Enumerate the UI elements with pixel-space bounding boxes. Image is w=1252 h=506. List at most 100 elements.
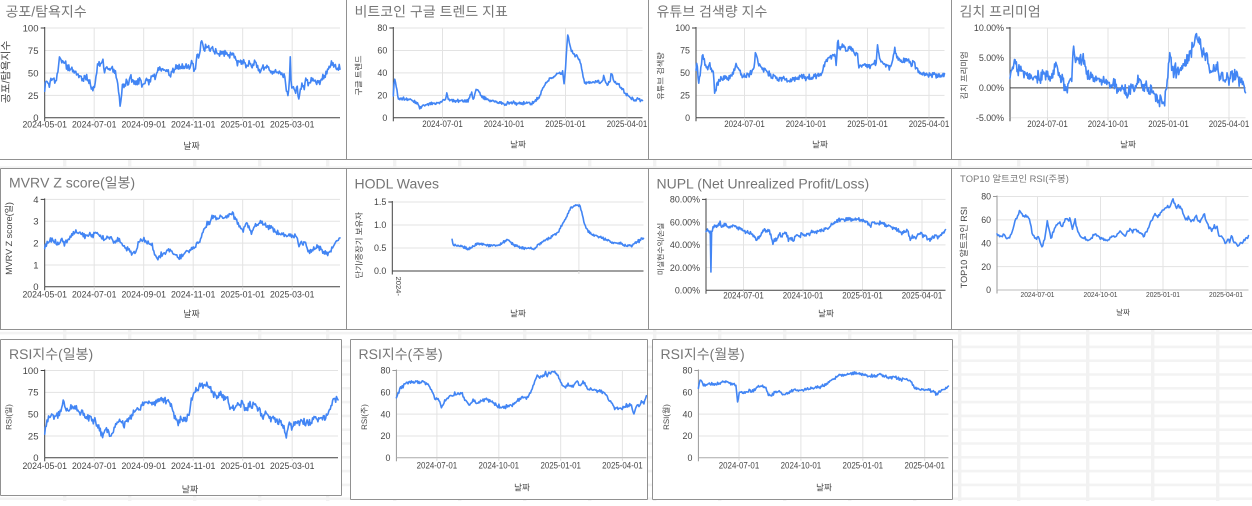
svg-text:2024-10-01: 2024-10-01 <box>1088 119 1129 129</box>
svg-text:2024-07-01: 2024-07-01 <box>422 119 463 129</box>
svg-text:2025-01-01: 2025-01-01 <box>545 119 586 129</box>
svg-text:20: 20 <box>381 431 391 441</box>
svg-text:0: 0 <box>33 453 38 464</box>
svg-text:20: 20 <box>981 262 991 272</box>
svg-text:60: 60 <box>683 388 693 398</box>
svg-text:NUPL (Net Unrealized Profit/Lo: NUPL (Net Unrealized Profit/Loss) <box>657 176 870 192</box>
svg-text:2025-01-01: 2025-01-01 <box>847 119 888 129</box>
svg-text:2024-07-01: 2024-07-01 <box>724 119 765 129</box>
svg-text:2024-07-01: 2024-07-01 <box>723 291 764 301</box>
svg-text:2024-05-01: 2024-05-01 <box>22 289 67 299</box>
svg-text:0: 0 <box>33 282 38 293</box>
svg-text:80: 80 <box>381 366 391 376</box>
svg-text:25: 25 <box>28 91 39 102</box>
svg-text:80: 80 <box>377 23 387 33</box>
svg-text:2024-05-01: 2024-05-01 <box>22 461 67 471</box>
svg-text:50: 50 <box>680 68 690 78</box>
svg-text:2025-04-01: 2025-04-01 <box>1209 290 1243 299</box>
svg-text:2025-04-01: 2025-04-01 <box>902 291 943 301</box>
svg-text:80: 80 <box>981 192 991 202</box>
svg-text:2024-07-01: 2024-07-01 <box>72 289 117 299</box>
svg-text:2024-07-01: 2024-07-01 <box>1027 119 1068 129</box>
svg-text:2025-01-01: 2025-01-01 <box>842 291 883 301</box>
svg-text:60: 60 <box>981 215 991 225</box>
svg-text:2024-09-01: 2024-09-01 <box>121 461 166 471</box>
svg-text:1.5: 1.5 <box>374 197 386 207</box>
svg-text:2025-01-01: 2025-01-01 <box>1146 290 1180 299</box>
svg-text:0: 0 <box>986 285 991 295</box>
svg-text:80: 80 <box>683 366 693 376</box>
svg-text:20: 20 <box>683 431 693 441</box>
svg-text:2024-10-01: 2024-10-01 <box>479 461 520 471</box>
svg-text:2024-09-01: 2024-09-01 <box>121 289 166 299</box>
svg-text:50: 50 <box>28 410 39 421</box>
svg-text:40: 40 <box>981 238 991 248</box>
svg-text:2024-10-01: 2024-10-01 <box>781 461 822 471</box>
svg-text:100: 100 <box>675 23 690 33</box>
svg-text:2025-04-01: 2025-04-01 <box>904 461 945 471</box>
svg-text:80.00%: 80.00% <box>670 195 700 205</box>
svg-text:2024-09-01: 2024-09-01 <box>121 119 166 129</box>
svg-text:2025-04-01: 2025-04-01 <box>607 119 648 129</box>
svg-text:2025-01-01: 2025-01-01 <box>220 461 265 471</box>
svg-text:2025-04-01: 2025-04-01 <box>602 461 643 471</box>
svg-text:0: 0 <box>687 453 692 463</box>
svg-text:2025-01-01: 2025-01-01 <box>220 289 265 299</box>
svg-text:2024-: 2024- <box>394 277 403 297</box>
svg-text:2025-01-01: 2025-01-01 <box>220 119 265 129</box>
svg-text:3: 3 <box>33 217 38 228</box>
svg-text:75: 75 <box>28 46 39 57</box>
svg-text:HODL Waves: HODL Waves <box>355 176 440 192</box>
svg-text:1.0: 1.0 <box>374 220 386 230</box>
svg-text:-5.00%: -5.00% <box>976 113 1004 123</box>
svg-text:60: 60 <box>377 46 387 56</box>
svg-text:2025-01-01: 2025-01-01 <box>843 461 884 471</box>
svg-text:25: 25 <box>28 431 39 442</box>
svg-text:2025-03-01: 2025-03-01 <box>270 119 315 129</box>
svg-text:2025-04-01: 2025-04-01 <box>909 119 950 129</box>
svg-text:2: 2 <box>33 239 38 250</box>
svg-text:10.00%: 10.00% <box>974 23 1004 33</box>
svg-text:75: 75 <box>28 388 39 399</box>
svg-text:60: 60 <box>381 388 391 398</box>
svg-text:2024-07-01: 2024-07-01 <box>719 461 760 471</box>
svg-text:0.00%: 0.00% <box>979 83 1004 93</box>
svg-text:100: 100 <box>23 23 39 34</box>
svg-text:2024-10-01: 2024-10-01 <box>484 119 525 129</box>
svg-text:2024-10-01: 2024-10-01 <box>786 119 827 129</box>
svg-text:50: 50 <box>28 68 39 79</box>
svg-text:2025-03-01: 2025-03-01 <box>270 289 315 299</box>
svg-text:2024-11-01: 2024-11-01 <box>171 119 216 129</box>
svg-text:40.00%: 40.00% <box>670 240 700 250</box>
svg-text:40: 40 <box>381 409 391 419</box>
svg-text:0: 0 <box>382 113 387 123</box>
svg-text:2024-11-01: 2024-11-01 <box>171 461 216 471</box>
svg-text:1: 1 <box>33 260 38 271</box>
svg-text:4: 4 <box>33 195 38 206</box>
svg-text:2024-07-01: 2024-07-01 <box>417 461 458 471</box>
svg-text:0: 0 <box>385 453 390 463</box>
svg-text:0.5: 0.5 <box>374 243 386 253</box>
svg-text:2025-01-01: 2025-01-01 <box>1148 119 1189 129</box>
svg-text:75: 75 <box>680 46 690 56</box>
svg-text:2024-07-01: 2024-07-01 <box>72 119 117 129</box>
svg-text:40: 40 <box>377 68 387 78</box>
svg-text:60.00%: 60.00% <box>670 217 700 227</box>
svg-text:2024-05-01: 2024-05-01 <box>22 119 67 129</box>
svg-text:2025-03-01: 2025-03-01 <box>270 461 315 471</box>
svg-text:2024-10-01: 2024-10-01 <box>1084 290 1118 299</box>
svg-text:0.00%: 0.00% <box>675 286 700 296</box>
svg-text:0: 0 <box>685 113 690 123</box>
svg-text:20: 20 <box>377 91 387 101</box>
svg-text:2024-07-01: 2024-07-01 <box>1021 290 1055 299</box>
svg-text:5.00%: 5.00% <box>979 53 1004 63</box>
svg-text:0.0: 0.0 <box>374 266 386 276</box>
svg-text:2024-07-01: 2024-07-01 <box>72 461 117 471</box>
svg-text:25: 25 <box>680 91 690 101</box>
svg-text:40: 40 <box>683 409 693 419</box>
svg-text:2024-10-01: 2024-10-01 <box>783 291 824 301</box>
svg-text:2024-11-01: 2024-11-01 <box>171 289 216 299</box>
svg-text:0: 0 <box>33 113 38 124</box>
svg-text:20.00%: 20.00% <box>670 263 700 273</box>
svg-text:2025-01-01: 2025-01-01 <box>540 461 581 471</box>
